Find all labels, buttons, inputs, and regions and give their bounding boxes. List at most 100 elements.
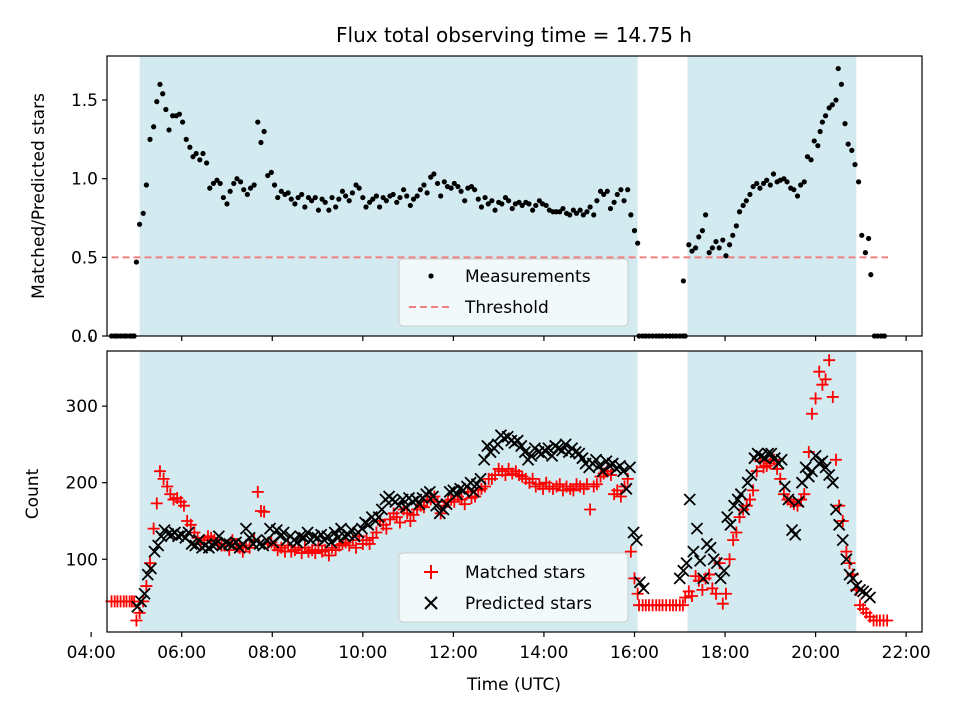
shaded-interval-2 <box>687 56 857 336</box>
measurement-point <box>458 188 464 194</box>
predicted-star-point <box>515 439 528 453</box>
y-tick-label: 0.5 <box>71 248 98 268</box>
measurement-point <box>502 194 509 201</box>
predicted-star-point <box>846 572 859 585</box>
measurement-point <box>506 198 512 204</box>
measurement-point <box>845 141 851 147</box>
predicted-star-point <box>144 562 158 575</box>
matched-star-point <box>161 480 174 493</box>
measurement-point <box>326 207 332 213</box>
matched-star-point <box>590 478 603 491</box>
measurement-point <box>817 128 823 135</box>
matched-star-point <box>177 499 190 512</box>
predicted-star-point <box>559 438 572 451</box>
predicted-star-point <box>148 545 161 558</box>
measurement-point <box>455 183 461 190</box>
measurement-point <box>852 161 858 168</box>
measurement-point <box>577 207 583 213</box>
measurement-point <box>829 102 835 108</box>
measurement-point <box>428 174 434 180</box>
matched-star-point <box>130 614 143 627</box>
measurement-point <box>299 191 305 198</box>
predicted-star-point <box>617 465 630 478</box>
measurement-point <box>295 194 301 201</box>
legend-label-threshold: Threshold <box>464 298 549 318</box>
matched-star-point <box>805 407 818 420</box>
predicted-star-point <box>799 461 812 474</box>
measurement-point <box>750 183 756 190</box>
measurement-point <box>811 138 817 144</box>
measurement-point <box>285 190 291 196</box>
matched-star-point <box>819 373 832 386</box>
x-tick-label: 12:00 <box>429 643 478 663</box>
measurement-point <box>560 205 566 212</box>
measurement-point <box>421 182 427 188</box>
measurement-point <box>815 143 821 149</box>
predicted-star-point <box>270 524 283 537</box>
measurement-point <box>140 210 146 216</box>
measurement-point <box>478 204 485 210</box>
predicted-star-point <box>809 449 822 463</box>
y-tick-label: 1.0 <box>71 170 98 190</box>
matched-star-point <box>676 599 689 612</box>
matched-star-point <box>526 472 539 485</box>
predicted-star-point <box>775 453 788 466</box>
x-tick-label: 22:00 <box>882 643 931 663</box>
measurement-point <box>451 180 457 187</box>
measurement-point <box>754 180 760 187</box>
predicted-star-point <box>542 442 555 455</box>
measurement-point <box>826 105 832 111</box>
measurement-point <box>516 199 522 205</box>
x-tick-label: 10:00 <box>338 643 387 663</box>
predicted-star-point <box>853 583 867 597</box>
measurement-point <box>533 202 539 209</box>
matched-star-point <box>380 522 393 535</box>
matched-star-point <box>628 572 641 585</box>
measurement-point <box>288 196 294 202</box>
predicted-star-point <box>307 530 321 543</box>
predicted-star-point <box>823 468 836 482</box>
measurement-point <box>187 144 193 150</box>
measurement-point <box>567 212 573 218</box>
measurement-point <box>781 176 787 182</box>
measurement-point <box>143 182 149 188</box>
matched-star-point <box>140 580 153 593</box>
predicted-star-point <box>782 493 795 506</box>
measurement-point <box>475 196 481 202</box>
matched-star-point <box>383 513 396 526</box>
matched-star-point <box>147 522 160 535</box>
matched-star-point <box>157 472 170 485</box>
measurement-point <box>417 187 423 193</box>
measurement-point <box>686 242 692 248</box>
matched-star-point <box>363 537 376 550</box>
measurement-point <box>696 234 702 240</box>
predicted-star-point <box>840 553 853 566</box>
measurement-point <box>709 245 715 251</box>
measurement-point <box>241 187 247 193</box>
measurement-point <box>271 182 278 188</box>
predicted-star-point <box>816 455 829 468</box>
measurement-point <box>526 201 532 207</box>
measurement-point <box>804 154 811 160</box>
matched-star-point <box>611 484 624 497</box>
matched-star-point <box>727 534 740 547</box>
legend-marker-matched <box>424 565 438 579</box>
measurement-point <box>859 232 865 238</box>
x-tick-label: 18:00 <box>701 643 750 663</box>
predicted-star-point <box>690 522 704 535</box>
predicted-star-point <box>633 576 647 589</box>
matched-star-point <box>723 553 736 566</box>
matched-star-point <box>631 587 644 600</box>
y-tick-label: 0.0 <box>71 327 98 347</box>
measurement-point <box>801 179 807 185</box>
ratio-x-ticks <box>90 336 907 341</box>
predicted-star-point <box>257 539 270 552</box>
predicted-star-point <box>297 531 311 544</box>
measurement-point <box>275 194 281 201</box>
chart-title: Flux total observing time = 14.75 h <box>336 23 692 47</box>
measurement-point <box>584 209 590 215</box>
measurement-point <box>689 248 695 254</box>
predicted-star-point <box>680 556 693 570</box>
predicted-star-point <box>697 572 710 585</box>
matched-star-point <box>370 526 383 539</box>
